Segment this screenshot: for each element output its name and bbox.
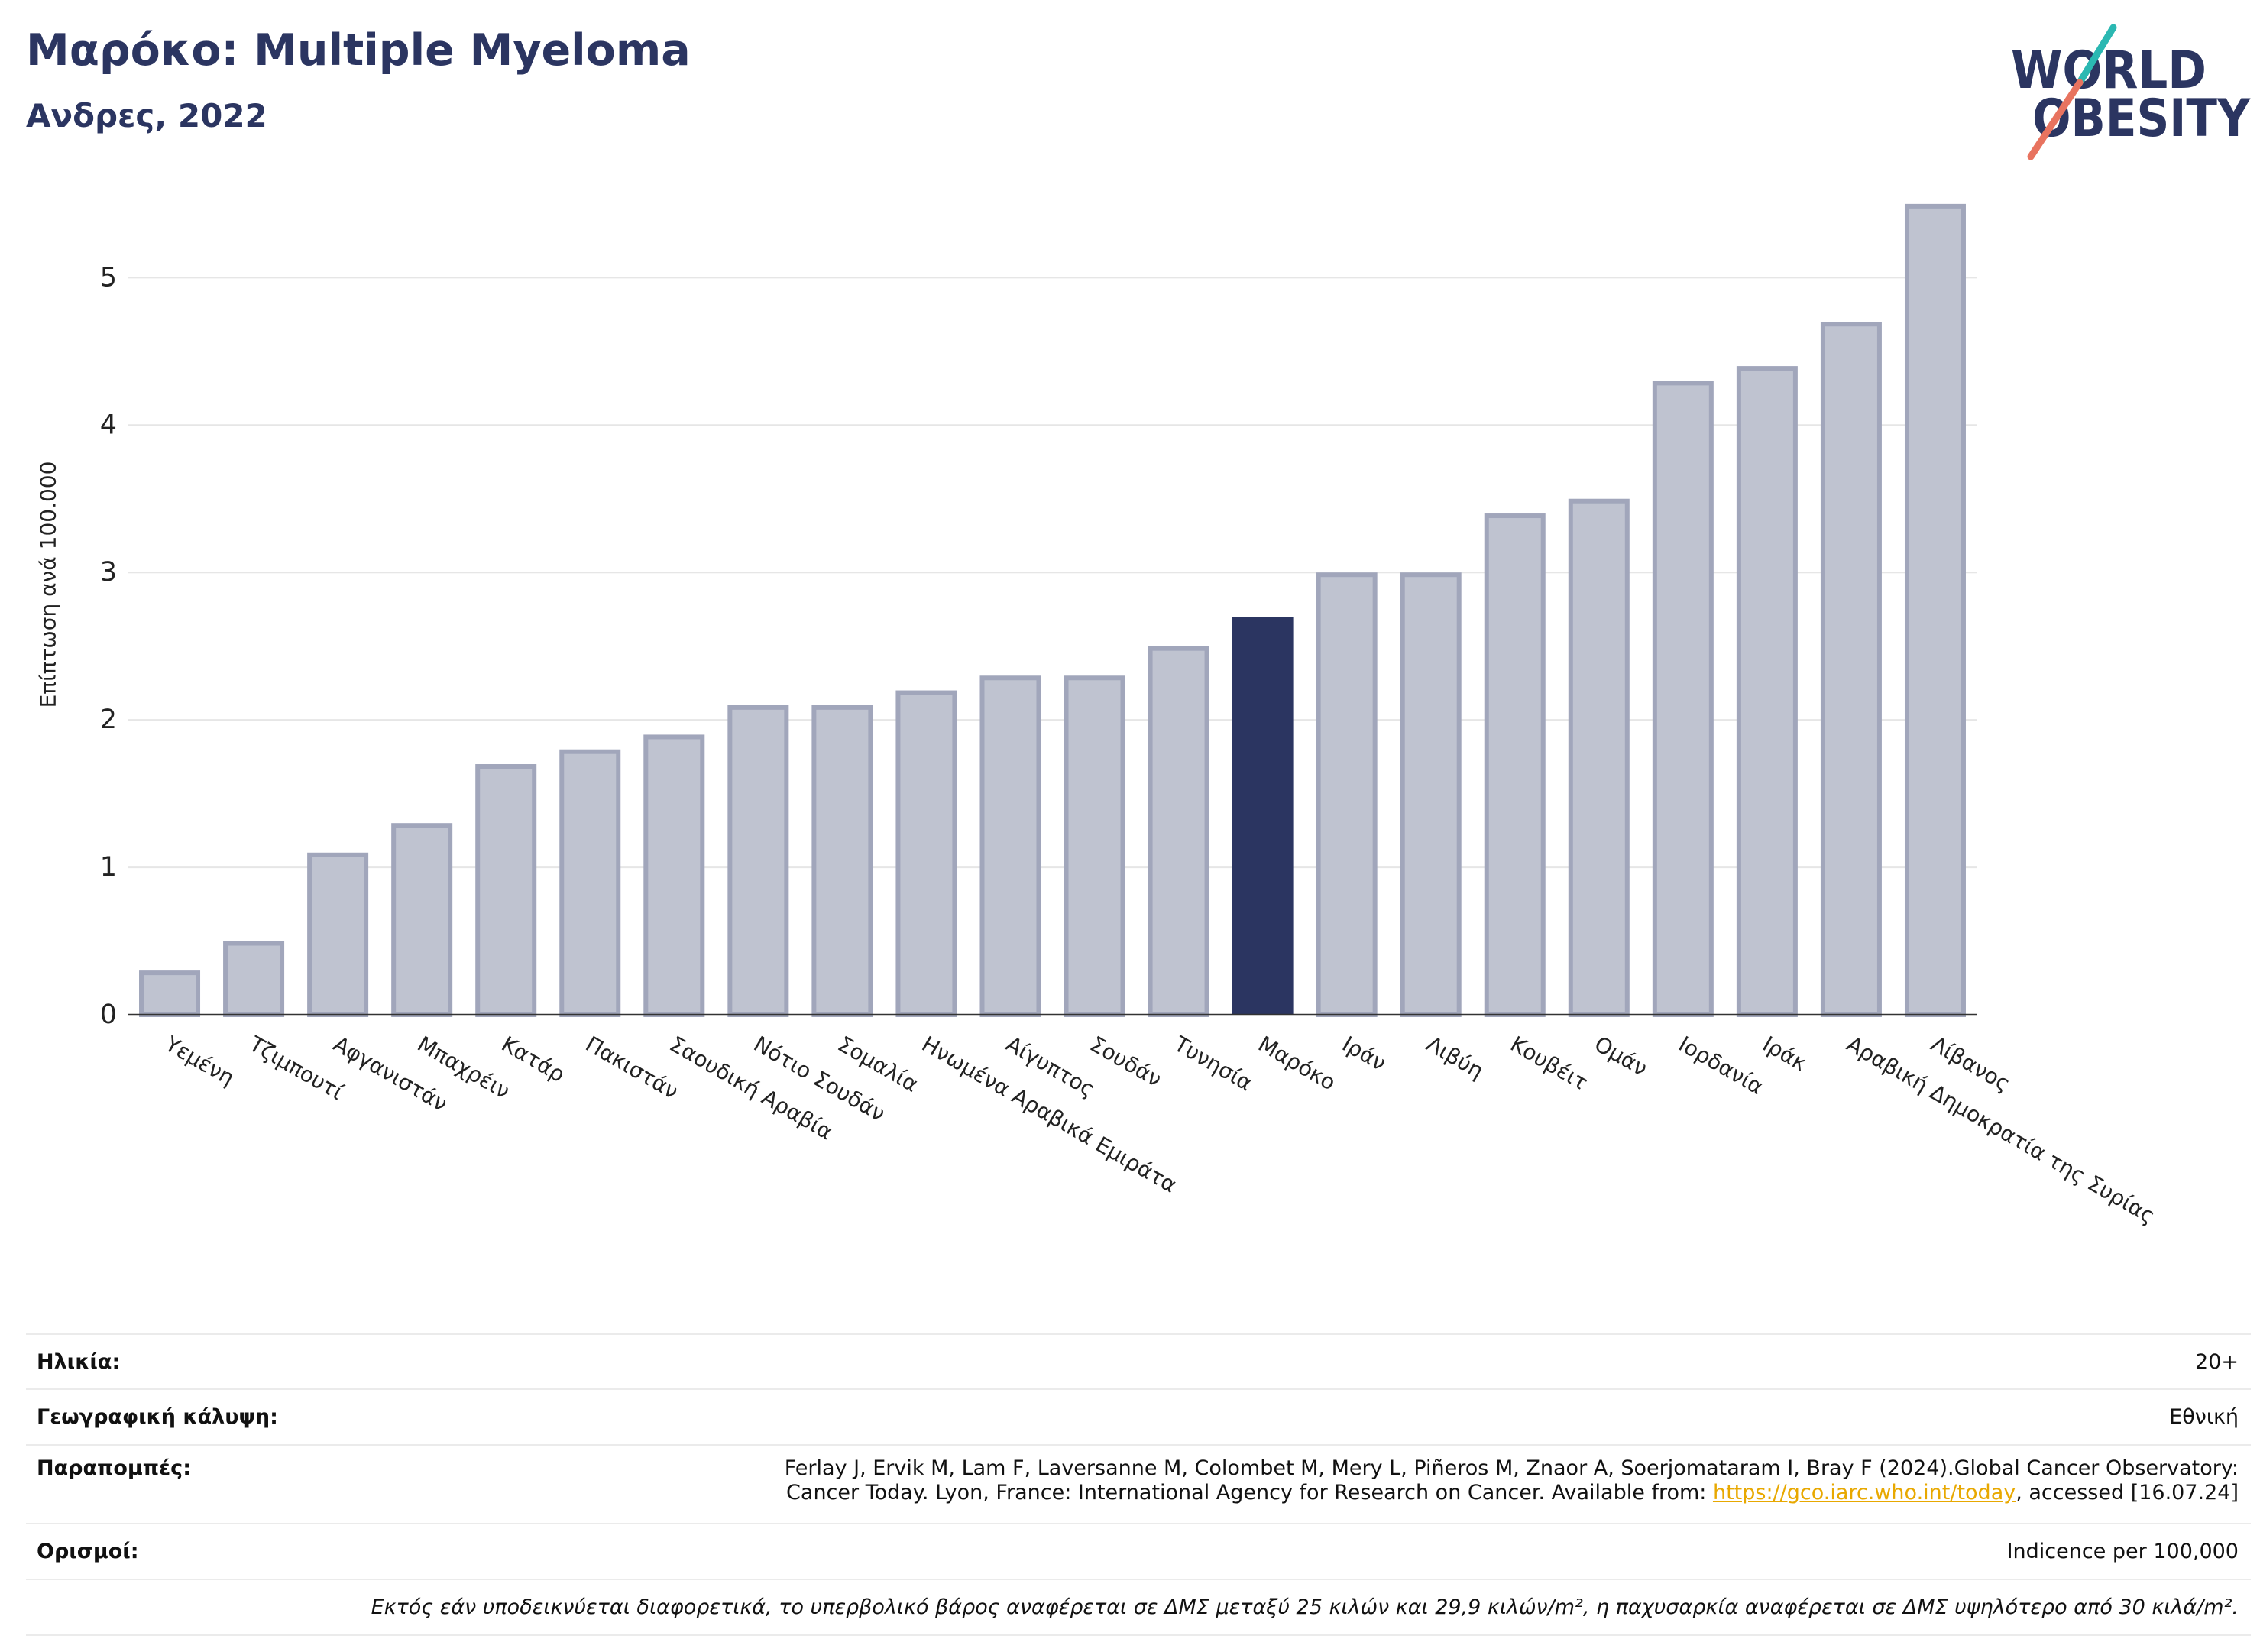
- x-tick-label: Ιράκ: [1758, 1031, 1811, 1076]
- bar: [727, 705, 789, 1018]
- bar: [979, 675, 1041, 1017]
- x-tick-label: Ιορδανία: [1674, 1031, 1767, 1100]
- bar: [1904, 203, 1966, 1018]
- x-tick-label: Λιβύη: [1422, 1031, 1488, 1084]
- info-table: Ηλικία: 20+ Γεωγραφική κάλυψη: Εθνική Πα…: [26, 1333, 2251, 1636]
- x-tick-label: Αραβική Δημοκρατία της Συρίας: [1842, 1031, 2159, 1229]
- bar: [1064, 675, 1125, 1017]
- logo-text-world: WORLD: [2011, 40, 2207, 101]
- y-tick-label: 4: [100, 410, 117, 440]
- info-row-references: Παραπομπές: Ferlay J, Ervik M, Lam F, La…: [26, 1446, 2251, 1524]
- reference-line-2-suffix: , accessed [16.07.24]: [2016, 1481, 2239, 1505]
- bar: [391, 823, 453, 1018]
- x-tick-label: Μαρόκο: [1254, 1031, 1340, 1095]
- page-title: Μαρόκο: Multiple Myeloma: [26, 25, 691, 76]
- y-tick-label: 1: [100, 852, 117, 883]
- bar: [1820, 322, 1882, 1018]
- info-row-age: Ηλικία: 20+: [26, 1335, 2251, 1390]
- gco-link[interactable]: https://gco.iarc.who.int/today: [1712, 1481, 2016, 1505]
- bar: [643, 734, 705, 1017]
- bar: [475, 764, 537, 1017]
- logo-slash-top: [2076, 24, 2117, 86]
- y-tick-label: 5: [100, 262, 117, 293]
- x-tick-label: Τζιμπουτί: [244, 1031, 348, 1105]
- y-tick-label: 0: [100, 999, 117, 1030]
- x-tick-label: Ιράν: [1338, 1031, 1391, 1076]
- y-tick-label: 2: [100, 705, 117, 735]
- info-label-coverage: Γεωγραφική κάλυψη:: [37, 1405, 278, 1429]
- y-tick-label: 3: [100, 557, 117, 588]
- reference-line-1: Ferlay J, Ervik M, Lam F, Laversanne M, …: [784, 1456, 2239, 1480]
- bar: [139, 970, 201, 1018]
- bar: [1484, 513, 1546, 1017]
- info-value-coverage: Εθνική: [2169, 1405, 2239, 1429]
- bar: [895, 690, 957, 1017]
- x-tick-label: Πακιστάν: [581, 1031, 683, 1104]
- y-tick-labels: 0 1 2 3 4 5: [100, 262, 117, 1030]
- info-row-coverage: Γεωγραφική κάλυψη: Εθνική: [26, 1390, 2251, 1446]
- bar-highlighted: [1232, 617, 1294, 1015]
- reference-line-2: Cancer Today. Lyon, France: Internationa…: [785, 1481, 2239, 1505]
- x-tick-label: Τυνησία: [1169, 1031, 1257, 1096]
- bar: [1316, 572, 1378, 1017]
- bar: [1568, 498, 1630, 1017]
- bar: [1652, 381, 1714, 1017]
- bar: [559, 749, 621, 1017]
- world-obesity-logo: WORLD OBESITY: [2011, 24, 2251, 160]
- info-label-references: Παραπομπές:: [37, 1456, 191, 1480]
- logo-text-obesity: OBESITY: [2032, 89, 2251, 149]
- info-row-definitions: Ορισμοί: Indicence per 100,000: [26, 1524, 2251, 1580]
- info-row-footnote: Εκτός εάν υποδεικνύεται διαφορετικά, το …: [26, 1580, 2251, 1636]
- bar: [811, 705, 873, 1018]
- x-tick-label: Υεμένη: [160, 1031, 239, 1090]
- bar: [1736, 366, 1798, 1017]
- y-axis-title: Επίπτωση ανά 100.000: [36, 462, 61, 708]
- bar: [1148, 646, 1209, 1017]
- x-tick-label: Κουβέιτ: [1506, 1031, 1592, 1095]
- info-value-references: Ferlay J, Ervik M, Lam F, Laversanne M, …: [785, 1456, 2239, 1505]
- x-tick-label: Ομάν: [1590, 1031, 1652, 1081]
- bar: [223, 941, 285, 1017]
- bar: [1400, 572, 1462, 1017]
- info-value-age: 20+: [2195, 1349, 2239, 1374]
- page-subtitle: Ανδρες, 2022: [26, 97, 267, 134]
- logo-slash-bottom: [2027, 79, 2084, 160]
- footnote: Εκτός εάν υποδεικνύεται διαφορετικά, το …: [371, 1595, 2239, 1619]
- info-label-age: Ηλικία:: [37, 1349, 121, 1374]
- info-value-definitions: Indicence per 100,000: [2006, 1540, 2239, 1563]
- bar: [307, 852, 369, 1018]
- info-label-definitions: Ορισμοί:: [37, 1540, 139, 1563]
- reference-line-2-prefix: Cancer Today. Lyon, France: Internationa…: [786, 1481, 1713, 1505]
- bar-chart: 0 1 2 3 4 5 Υεμένη ΤζιμπουτίΑφγανιστάνΜπαχρέιν…: [36, 203, 2160, 1229]
- bars: [139, 203, 1966, 1018]
